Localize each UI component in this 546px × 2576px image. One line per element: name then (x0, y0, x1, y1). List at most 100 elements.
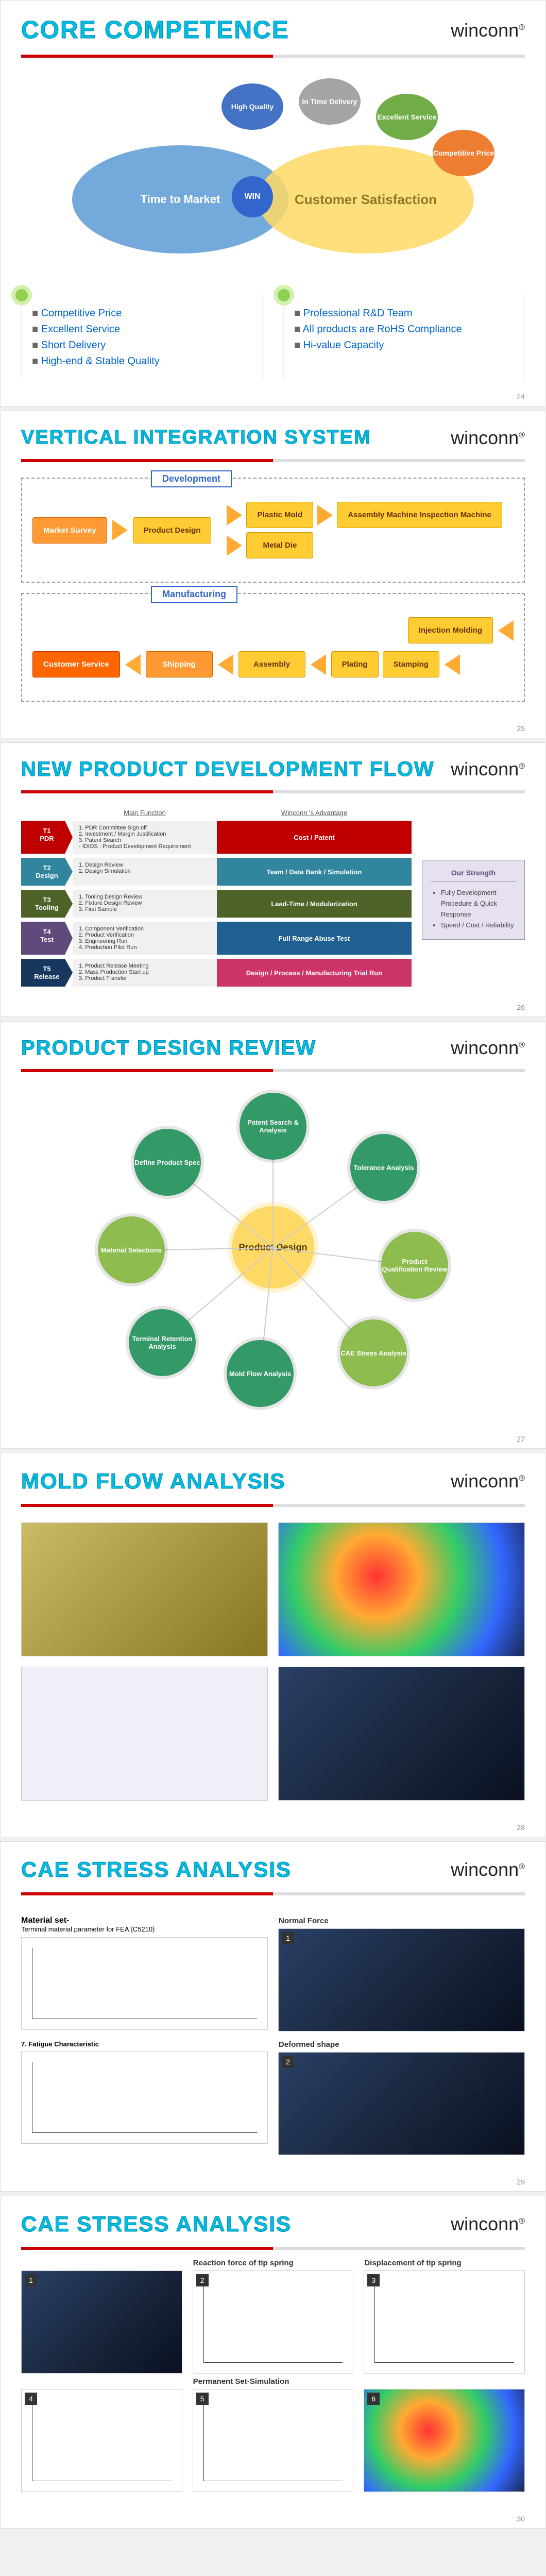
badge-icon: 4 (25, 2393, 37, 2405)
title: NEW PRODUCT DEVELOPMENT FLOW (21, 759, 435, 779)
arrow-right-icon (227, 505, 242, 526)
section-label: Development (151, 470, 232, 487)
arrow-left-icon (311, 654, 326, 675)
stage-badge: T4Test (21, 922, 73, 955)
material-label: Material set- (21, 1916, 268, 1925)
title: PRODUCT DESIGN REVIEW (21, 1038, 316, 1058)
dot-icon (11, 285, 32, 306)
title: CORE COMPETENCE (21, 16, 289, 44)
hub-node: Material Selections (98, 1216, 165, 1283)
material-chart (21, 1937, 268, 2030)
slide-header: CAE STRESS ANALYSIS winconn® (21, 2212, 525, 2236)
stage-func: 1. Product Release Meeting 2. Mass Produ… (73, 959, 217, 987)
permanent-set-chart: Permanent Set-Simulation 5 (193, 2389, 354, 2492)
brand-logo: winconn® (451, 427, 525, 449)
brand-logo: winconn® (451, 20, 525, 41)
slide-header: NEW PRODUCT DEVELOPMENT FLOW winconn® (21, 758, 525, 780)
hub-node: Terminal Retention Analysis (129, 1309, 196, 1376)
bullet-item: Short Delivery (32, 337, 252, 353)
badge-icon: 2 (196, 2274, 209, 2286)
sim-label: Displacement of tip spring (364, 2259, 461, 2267)
simulation-view (21, 1667, 268, 1801)
hub-node: Product Qualification Review (381, 1232, 448, 1299)
header-func: Main Function (73, 809, 217, 817)
slide-cae-stress-2: CAE STRESS ANALYSIS winconn® 1 Reaction … (0, 2196, 546, 2529)
stage-badge: T3Tooling (21, 890, 73, 918)
stage-adv: Lead-Time / Modularization (217, 890, 412, 918)
venn-small-1: In Time Delivery (299, 78, 361, 125)
manufacturing-section: Manufacturing Injection Molding Customer… (21, 593, 525, 702)
npd-row: T4Test 1. Component Verification 2. Prod… (21, 922, 412, 955)
hub-node: Mold Flow Analysis (227, 1340, 294, 1407)
stage-adv: Full Range Abuse Test (217, 922, 412, 955)
simulation-grid (21, 1522, 525, 1656)
header-adv: Winconn 's Advantage (217, 809, 412, 817)
page-number: 27 (517, 1435, 525, 1443)
flow-box: Customer Service (32, 651, 120, 677)
sim-label: Normal Force (279, 1917, 329, 1925)
brand-logo: winconn® (451, 2213, 525, 2235)
arrow-right-icon (317, 505, 333, 526)
npd-row: T5Release 1. Product Release Meeting 2. … (21, 959, 412, 987)
flow-box: Metal Die (246, 532, 313, 558)
sim-label: Reaction force of tip spring (193, 2259, 294, 2267)
strength-box: Our Strength Fully Development Procedure… (422, 860, 525, 939)
npd-header: Main Function Winconn 's Advantage (21, 809, 412, 817)
page-number: 28 (517, 1823, 525, 1832)
fatigue-label: 7. Fatigue Characteristic (21, 2040, 268, 2048)
venn-center: WIN (232, 176, 273, 217)
sim-view-4: 4 (21, 2389, 182, 2492)
slide-mold-flow: MOLD FLOW ANALYSIS winconn® 28 (0, 1453, 546, 1837)
development-section: Development Market Survey Product Design… (21, 478, 525, 583)
bullet-box-left: Competitive Price Excellent Service Shor… (21, 295, 263, 380)
title-rule (21, 55, 525, 58)
bullet-item: Competitive Price (32, 306, 252, 321)
page-number: 25 (517, 724, 525, 733)
normal-force-view: Normal Force 1 (278, 1928, 525, 2031)
hub-node: Define Product Spec (134, 1129, 201, 1196)
slide-header: VERTICAL INTEGRATION SYSTEM winconn® (21, 427, 525, 449)
brand-logo: winconn® (451, 1037, 525, 1059)
brand-logo: winconn® (451, 1859, 525, 1880)
title-rule (21, 459, 525, 462)
simulation-3d-view (278, 1667, 525, 1801)
arrow-right-icon (112, 520, 128, 540)
material-sublabel: Terminal material parameter for FEA (C52… (21, 1925, 268, 1933)
bullet-item: All products are RoHS Compliance (294, 321, 514, 337)
npd-row: T3Tooling 1. Tooling Design Review 2. Fi… (21, 890, 412, 918)
slide-design-review: PRODUCT DESIGN REVIEW winconn® Product D… (0, 1021, 546, 1449)
npd-row: T1PDR 1. PDR Committee Sign off 2. Inves… (21, 821, 412, 854)
flow-box: Plating (331, 651, 379, 677)
title-rule (21, 790, 525, 793)
displacement-chart: Displacement of tip spring 3 (364, 2270, 525, 2374)
slide-npd-flow: NEW PRODUCT DEVELOPMENT FLOW winconn® Ma… (0, 742, 546, 1017)
stage-adv: Team / Data Bank / Simulation (217, 858, 412, 886)
sim-view-6: 6 (364, 2389, 525, 2492)
flow-box: Assembly (238, 651, 305, 677)
cad-model-view (21, 1522, 268, 1656)
title: CAE STRESS ANALYSIS (21, 1857, 292, 1882)
stage-badge: T2Design (21, 858, 73, 886)
stage-badge: T1PDR (21, 821, 73, 854)
venn-small-0: High Quality (221, 83, 283, 130)
title: VERTICAL INTEGRATION SYSTEM (21, 427, 371, 449)
sim-label: Deformed shape (279, 2040, 339, 2049)
title-rule (21, 1069, 525, 1072)
arrow-left-icon (498, 620, 514, 641)
bullet-item: Hi-value Capacity (294, 337, 514, 353)
badge-icon: 5 (196, 2393, 209, 2405)
section-label: Manufacturing (151, 586, 237, 603)
slide-cae-stress-1: CAE STRESS ANALYSIS winconn® Material se… (0, 1841, 546, 2192)
flow-box: Plastic Mold (246, 502, 313, 528)
fatigue-chart (21, 2051, 268, 2144)
page-number: 30 (517, 2515, 525, 2523)
stage-adv: Design / Process / Manufacturing Trial R… (217, 959, 412, 987)
title-rule (21, 1504, 525, 1507)
strength-item: Fully Development Procedure & Quick Resp… (441, 888, 516, 920)
stage-adv: Cost / Patent (217, 821, 412, 854)
deformed-shape-view: Deformed shape 2 (278, 2052, 525, 2155)
title: CAE STRESS ANALYSIS (21, 2212, 292, 2236)
flow-box: Market Survey (32, 517, 107, 544)
page-number: 26 (517, 1003, 525, 1011)
flow-box: Stamping (383, 651, 439, 677)
